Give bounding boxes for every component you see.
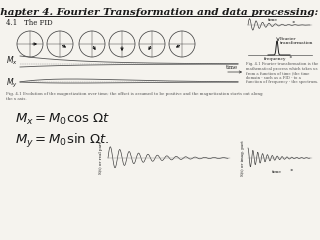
Text: time: time	[226, 65, 238, 70]
Text: $M_x = M_0\cos\,\Omega t$: $M_x = M_0\cos\,\Omega t$	[15, 112, 110, 127]
Text: S(t) or imag. part: S(t) or imag. part	[241, 140, 245, 176]
Text: $M_y = M_0\sin\,\Omega t.$: $M_y = M_0\sin\,\Omega t.$	[15, 132, 109, 150]
Text: Fig. 4.1 Fourier transformation is the
mathematical process which takes us
from : Fig. 4.1 Fourier transformation is the m…	[246, 62, 318, 84]
Text: 4.1   The FID: 4.1 The FID	[6, 19, 52, 27]
Text: Fourier
transformation: Fourier transformation	[280, 37, 313, 45]
Text: $M_y$: $M_y$	[6, 77, 18, 90]
Text: frequency: frequency	[264, 57, 286, 61]
Text: time: time	[272, 170, 282, 174]
Text: S(t) or real part: S(t) or real part	[99, 142, 103, 174]
Text: $M_x$: $M_x$	[6, 55, 18, 67]
Text: time: time	[268, 18, 278, 22]
Text: Chapter 4. Fourier Transformation and data processing:: Chapter 4. Fourier Transformation and da…	[0, 8, 318, 17]
Text: Fig. 4.1 Evolution of the magnetization over time; the offset is assumed to be p: Fig. 4.1 Evolution of the magnetization …	[6, 92, 263, 101]
